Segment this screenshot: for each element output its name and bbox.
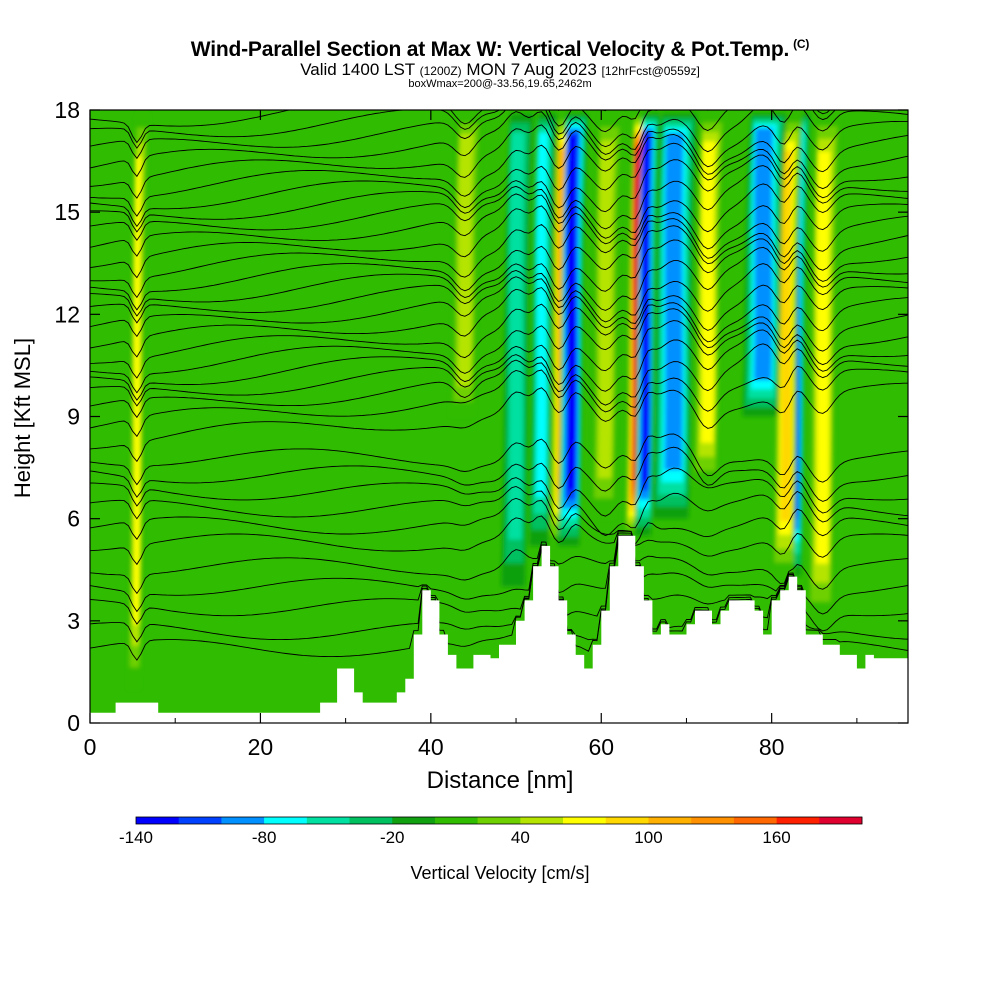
x-tick-label: 40: [418, 734, 444, 760]
theta-contour: [90, 329, 908, 407]
x-tick-label: 0: [84, 734, 97, 760]
y-axis: 0 3 6 9 12 15 18: [54, 97, 908, 736]
velocity-band: [535, 132, 549, 498]
colorbar-swatch: [306, 817, 350, 824]
theta-contour: [90, 225, 908, 311]
valid-date: MON 7 Aug 2023: [466, 60, 597, 79]
chart-title: Wind-Parallel Section at Max W: Vertical…: [190, 37, 810, 61]
colorbar-swatch: [349, 817, 393, 824]
theta-contour: [90, 308, 908, 394]
theta-contour: [90, 110, 908, 178]
velocity-band: [566, 135, 578, 491]
colorbar-swatch: [136, 817, 180, 824]
theta-contour: [90, 433, 908, 486]
theta-contour: [90, 263, 908, 338]
y-tick-label: 3: [67, 608, 80, 634]
colorbar-swatch: [392, 817, 436, 824]
colorbar: -140 -80 -20 40 100 160: [119, 816, 863, 847]
theta-contour: [90, 446, 908, 502]
theta-contour: [90, 165, 908, 241]
y-tick-label: 12: [54, 301, 80, 327]
theta-contour: [90, 238, 908, 317]
theta-contour: [90, 142, 908, 228]
velocity-band: [815, 151, 831, 564]
theta-contour: [90, 467, 908, 517]
chart-subtitle: Valid 1400 LST (1200Z) MON 7 Aug 2023 [1…: [0, 60, 1000, 80]
utc-time: (1200Z): [419, 64, 462, 78]
theta-contour: [90, 320, 908, 401]
y-axis-label: Height [Kft MSL]: [10, 337, 35, 499]
colorbar-swatch: [819, 817, 863, 824]
theta-contour: [90, 382, 908, 463]
y-tick-label: 9: [67, 404, 80, 430]
theta-contour: [90, 515, 908, 566]
terrain: [90, 535, 908, 723]
theta-contour: [90, 540, 908, 643]
theta-contour: [90, 497, 908, 546]
theta-contour: [90, 532, 908, 595]
valid-time: Valid 1400 LST: [300, 60, 415, 79]
velocity-band: [597, 140, 615, 479]
y-tick-label: 0: [67, 710, 80, 736]
y-tick-label: 6: [67, 506, 80, 532]
theta-contour: [90, 110, 836, 160]
colorbar-swatch: [434, 817, 478, 824]
colorbar-swatch: [733, 817, 777, 824]
colorbar-swatch: [264, 817, 308, 824]
theta-contour: [90, 215, 908, 299]
theta-contour: [90, 154, 908, 233]
x-tick-label: 80: [759, 734, 785, 760]
colorbar-swatch: [477, 817, 521, 824]
y-tick-label: 15: [54, 199, 80, 225]
colorbar-tick-label: -80: [252, 828, 277, 847]
theta-contour: [90, 183, 908, 257]
colorbar-tick-label: 40: [511, 828, 530, 847]
theta-contour: [90, 534, 908, 615]
x-tick-label: 60: [588, 734, 614, 760]
colorbar-tick-label: -140: [119, 828, 153, 847]
theta-contour: [90, 365, 908, 438]
velocity-band: [664, 132, 684, 471]
colorbar-swatch: [776, 817, 820, 824]
forecast-info: [12hrFcst@0559z]: [601, 64, 700, 78]
box-info: boxWmax=200@-33.56,19.65,2462m: [408, 78, 592, 90]
theta-contour: [90, 120, 908, 199]
theta-contour: [90, 284, 908, 358]
theta-contour: [90, 203, 908, 279]
colorbar-swatch: [221, 817, 265, 824]
colorbar-swatch: [178, 817, 222, 824]
theta-contour: [90, 297, 908, 379]
x-axis-label: Distance [nm]: [426, 767, 574, 794]
x-axis: 0 20 40 60 80: [84, 110, 858, 760]
theta-contours: [90, 110, 908, 661]
colorbar-tick-label: -20: [380, 828, 405, 847]
copyright-mark: (C): [793, 37, 810, 51]
colorbar-label: Vertical Velocity [cm/s]: [410, 863, 590, 883]
colorbar-tick-label: 100: [634, 828, 662, 847]
theta-contour: [90, 343, 908, 419]
velocity-band: [457, 133, 474, 387]
theta-contour: [90, 246, 908, 324]
colorbar-tick-label: 160: [762, 828, 790, 847]
colorbar-swatch: [520, 817, 564, 824]
x-tick-label: 20: [248, 734, 274, 760]
colorbar-swatch: [648, 817, 692, 824]
colorbar-swatch: [563, 817, 607, 824]
theta-contour: [90, 537, 908, 632]
y-tick-label: 18: [54, 97, 80, 123]
theta-contour: [90, 486, 908, 536]
colorbar-swatch: [605, 817, 649, 824]
velocity-band: [700, 141, 716, 443]
theta-contour: [90, 110, 608, 144]
colorbar-swatch: [691, 817, 735, 824]
velocity-band: [508, 132, 525, 540]
theta-contour: [90, 134, 908, 217]
colorbar-frame: [135, 816, 863, 825]
